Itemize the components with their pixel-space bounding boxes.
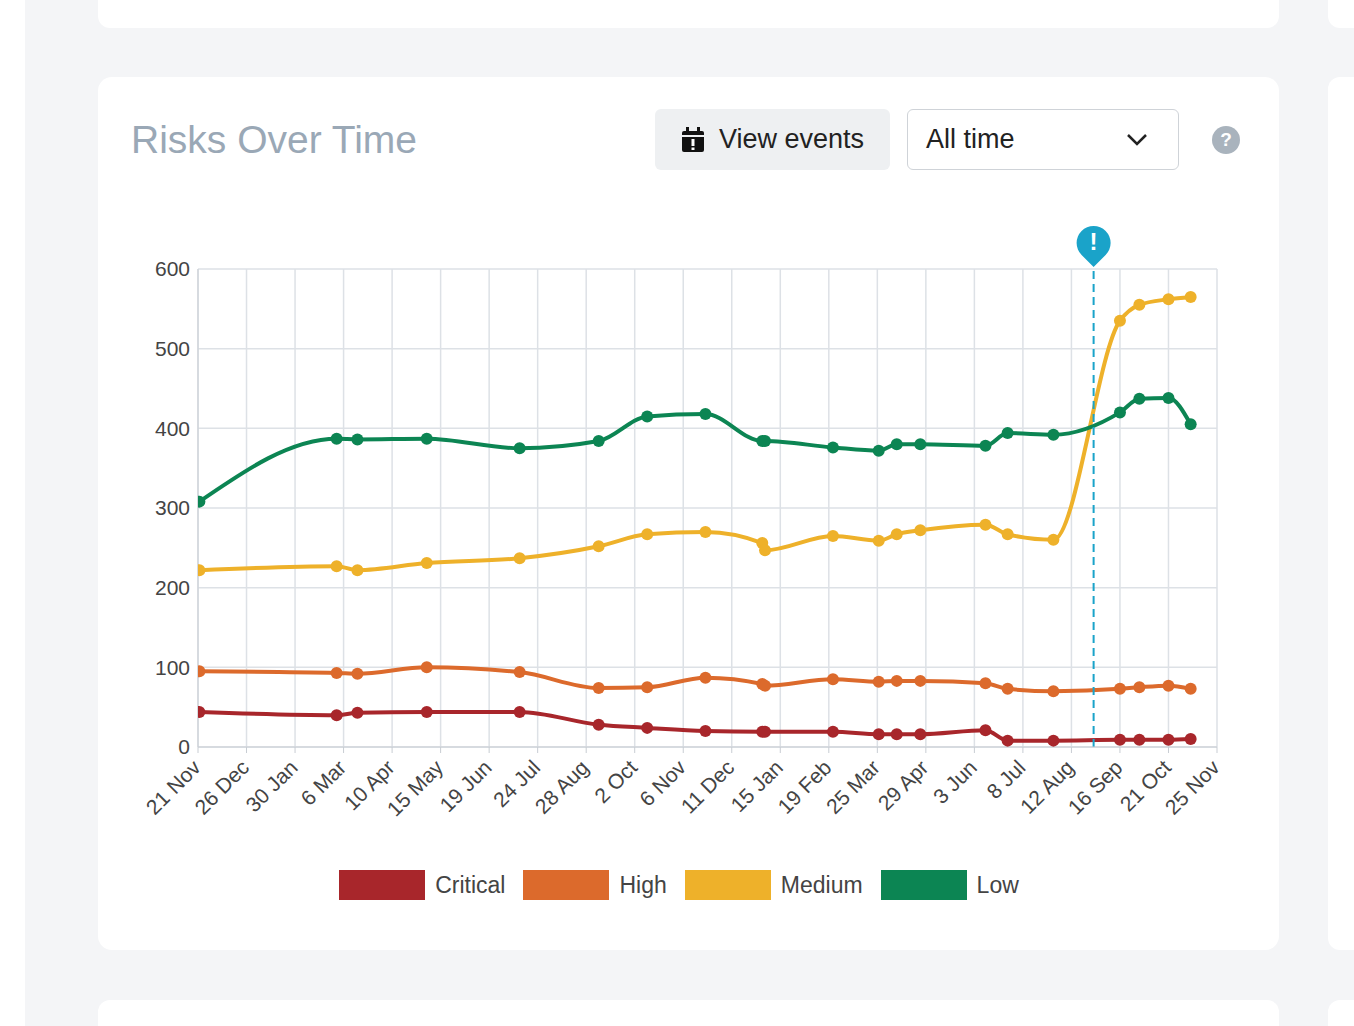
svg-text:200: 200: [155, 576, 190, 599]
svg-text:19 Feb: 19 Feb: [773, 755, 836, 818]
svg-text:19 Jun: 19 Jun: [435, 755, 496, 816]
html-text:Risks Over Time: Risks Over Time: [131, 118, 417, 161]
svg-text:15 May: 15 May: [382, 755, 447, 820]
svg-text:100: 100: [155, 656, 190, 679]
svg-text:16 Sep: 16 Sep: [1063, 755, 1126, 818]
svg-text:15 Jan: 15 Jan: [726, 755, 787, 817]
html-text:Low: Low: [976, 871, 1019, 898]
svg-text:400: 400: [155, 417, 190, 440]
svg-text:30 Jan: 30 Jan: [241, 755, 302, 816]
svg-text:12 Aug: 12 Aug: [1015, 755, 1079, 818]
svg-text:6 Mar: 6 Mar: [296, 755, 351, 810]
svg-text:21 Oct: 21 Oct: [1115, 755, 1176, 816]
svg-text:8 Jul: 8 Jul: [982, 755, 1030, 804]
svg-text:24 Jul: 24 Jul: [488, 755, 545, 812]
svg-text:25 Nov: 25 Nov: [1160, 755, 1224, 819]
svg-text:2 Oct: 2 Oct: [590, 755, 642, 807]
html-text:Critical: Critical: [435, 871, 506, 898]
svg-text:26 Dec: 26 Dec: [190, 755, 253, 818]
svg-text:!: !: [1090, 228, 1098, 255]
html-text:All time: All time: [926, 124, 1015, 154]
svg-text:25 Mar: 25 Mar: [822, 755, 884, 817]
svg-text:6 Nov: 6 Nov: [634, 755, 690, 811]
html-text:View events: View events: [719, 124, 864, 154]
svg-text:3 Jun: 3 Jun: [929, 755, 982, 808]
svg-text:300: 300: [155, 496, 190, 519]
html-text:Medium: Medium: [780, 871, 863, 898]
svg-text:10 Apr: 10 Apr: [339, 755, 399, 815]
html-text:High: High: [619, 871, 667, 898]
svg-text:600: 600: [155, 257, 190, 280]
svg-text:0: 0: [178, 735, 190, 758]
svg-text:29 Apr: 29 Apr: [873, 755, 932, 814]
svg-text:500: 500: [155, 337, 190, 360]
svg-text:21 Nov: 21 Nov: [141, 755, 205, 819]
svg-text:28 Aug: 28 Aug: [530, 755, 593, 818]
svg-text:11 Dec: 11 Dec: [676, 755, 738, 817]
